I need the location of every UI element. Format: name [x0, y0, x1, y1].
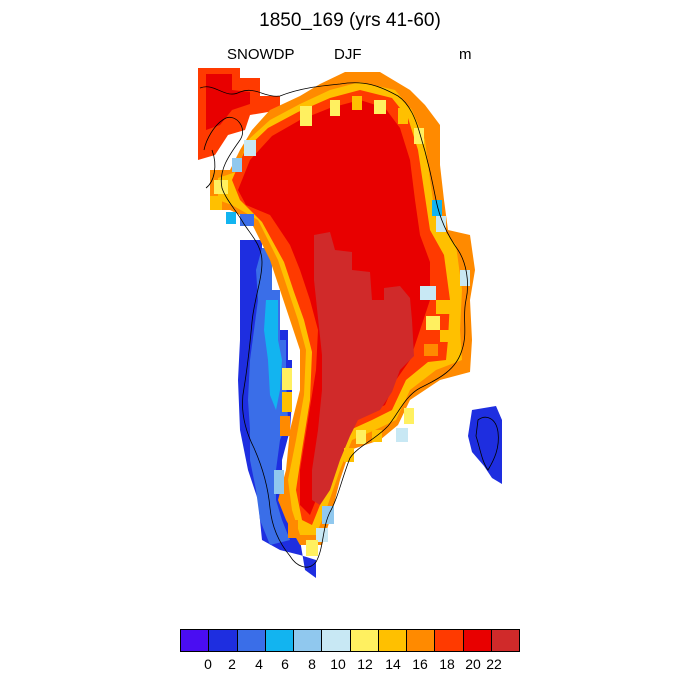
- colorbar-label: 10: [330, 656, 346, 672]
- colorbar-label: 4: [255, 656, 263, 672]
- colorbar-label: 8: [308, 656, 316, 672]
- coastline: [199, 82, 499, 568]
- colorbar-swatch: [237, 630, 266, 651]
- colorbar-swatch: [435, 630, 464, 651]
- colorbar-swatch: [350, 630, 379, 651]
- colorbar-swatch: [322, 630, 351, 651]
- colorbar-label: 14: [385, 656, 401, 672]
- colorbar-label: 22: [486, 656, 502, 672]
- colorbar-label: 0: [204, 656, 212, 672]
- colorbar-swatch: [378, 630, 407, 651]
- colorbar-label: 2: [228, 656, 236, 672]
- colorbar-label: 20: [465, 656, 481, 672]
- colorbar-swatch: [294, 630, 323, 651]
- colorbar-label: 18: [439, 656, 455, 672]
- colorbar-label: 16: [412, 656, 428, 672]
- colorbar-swatch: [209, 630, 238, 651]
- colorbar-swatch: [181, 630, 210, 651]
- variable-label: SNOWDP: [227, 46, 295, 63]
- colorbar: [180, 629, 520, 652]
- units-label: m: [459, 46, 472, 63]
- colorbar-swatch: [265, 630, 294, 651]
- colorbar-swatch: [463, 630, 492, 651]
- colorbar-labels: 0 2 4 6 8 10 12 14 16 18 20 22: [180, 656, 520, 676]
- colorbar-label: 12: [357, 656, 373, 672]
- ice-sheet: [210, 72, 475, 545]
- colorbar-swatch: [491, 630, 519, 651]
- season-label: DJF: [334, 46, 362, 63]
- colorbar-label: 6: [281, 656, 289, 672]
- northwest-block: [198, 68, 280, 160]
- colorbar-swatch: [407, 630, 436, 651]
- page-title: 1850_169 (yrs 41-60): [259, 10, 441, 31]
